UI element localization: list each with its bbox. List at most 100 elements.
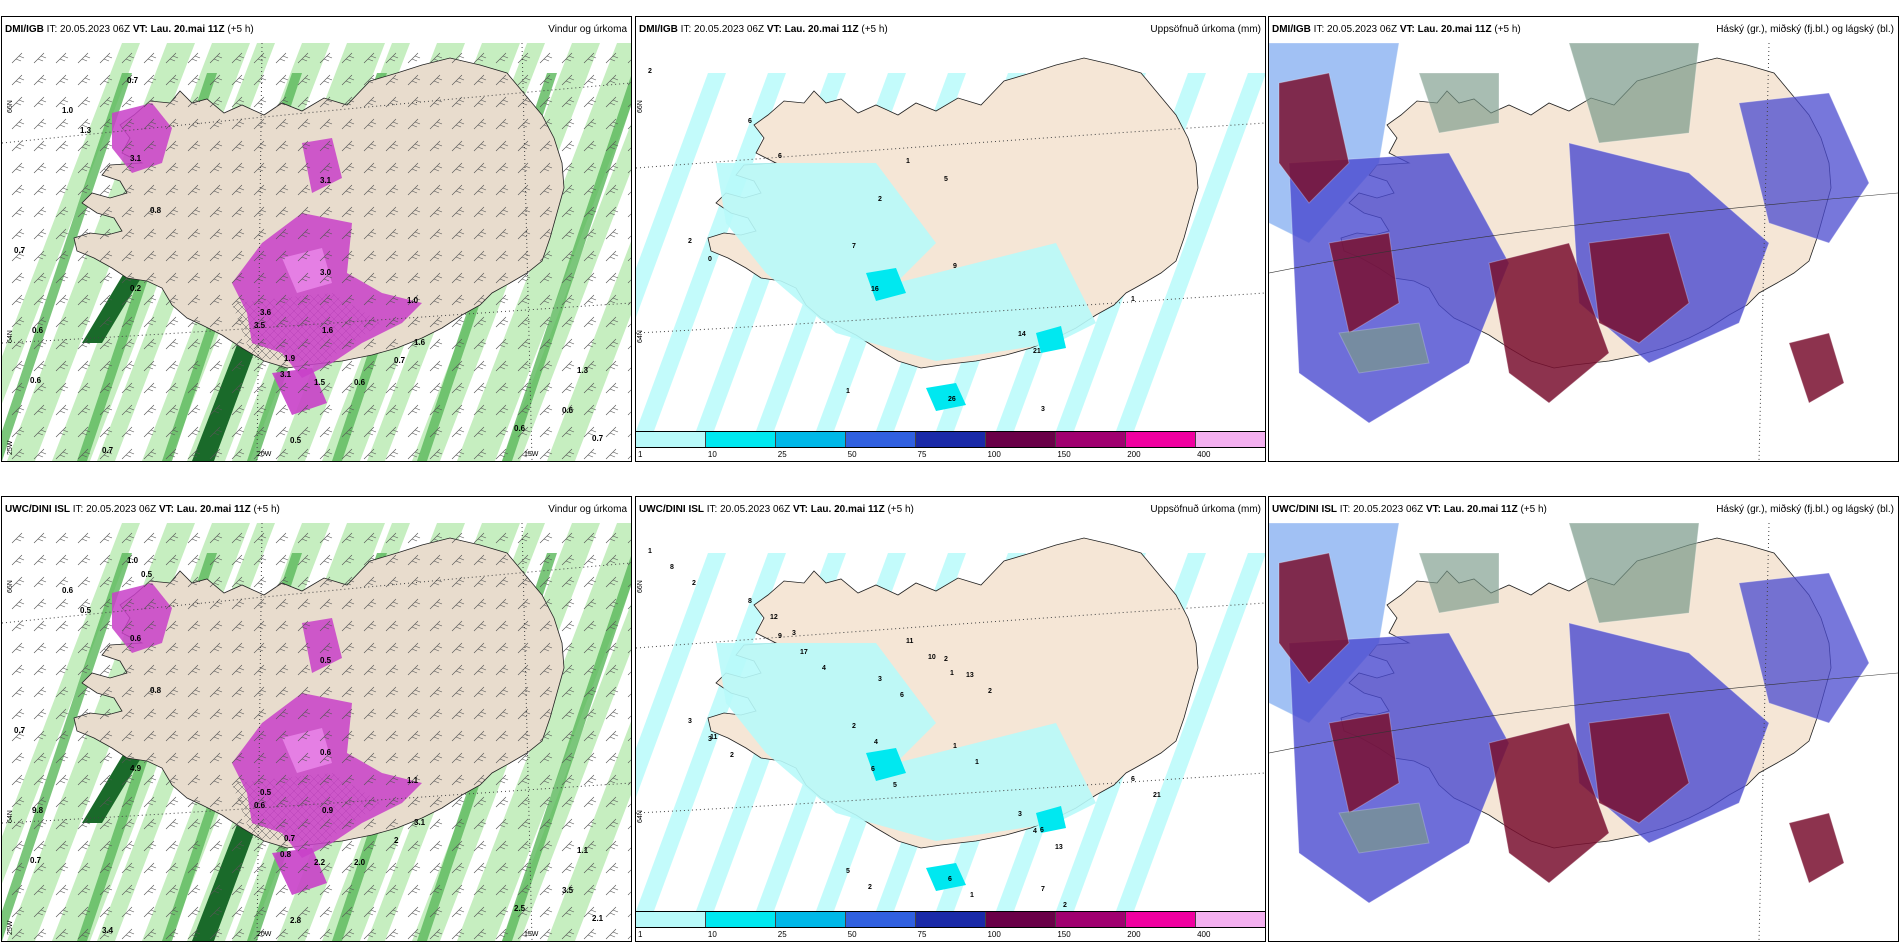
legend-label: 1 [638, 450, 643, 459]
contour-label: 3.6 [260, 308, 272, 317]
axis-label-lat2: 64N [637, 810, 644, 823]
legend-swatch [986, 432, 1056, 447]
legend-label: 50 [847, 450, 857, 459]
product-title: Vindur og úrkoma [548, 24, 627, 35]
map-area: 66N 64N 25W 20W 15W 1.0 0.6 0.5 0.6 0.5 0.8 0.7 0.6 0… [2, 523, 631, 941]
product-title: Vindur og úrkoma [548, 504, 627, 515]
legend-swatch [1196, 432, 1265, 447]
init-time: 20.05.2023 06Z [694, 24, 765, 35]
contour-label: 6 [778, 153, 782, 160]
product-title: Háský (gr.), miðský (fj.bl.) og lágský (… [1716, 504, 1894, 515]
contour-label: 1.1 [577, 846, 589, 855]
contour-label: 3.5 [254, 321, 266, 330]
map-area [1269, 43, 1898, 461]
contour-label: 0.7 [102, 446, 114, 455]
contour-label: 1 [970, 892, 974, 899]
product-title: Uppsöfnuð úrkoma (mm) [1150, 504, 1261, 515]
vt-label: VT: [1399, 24, 1415, 35]
lead-time: (+5 h) [1494, 24, 1521, 35]
run-info: DMI/IGB IT: 20.05.2023 06Z VT: Lau. 20.m… [1272, 17, 1521, 43]
contour-label: 6 [871, 766, 875, 773]
contour-label: 1.1 [407, 776, 419, 785]
model-name: DMI/IGB [5, 24, 44, 35]
axis-label-lat2: 64N [7, 810, 14, 823]
map-panel-wind: UWC/DINI ISL IT: 20.05.2023 06Z VT: Lau.… [1, 496, 632, 942]
axis-label-lon2: 15W [524, 451, 539, 458]
it-label: IT: [72, 504, 84, 515]
map-panel-precip: DMI/IGB IT: 20.05.2023 06Z VT: Lau. 20.m… [635, 16, 1266, 462]
legend-label: 200 [1127, 930, 1141, 939]
axis-label-lat2: 64N [637, 330, 644, 343]
contour-label: 0.7 [14, 726, 26, 735]
run-info: DMI/IGB IT: 20.05.2023 06Z VT: Lau. 20.m… [5, 17, 254, 43]
legend-swatch [916, 432, 986, 447]
contour-label: 0.6 [32, 326, 44, 335]
contour-label: 26 [948, 396, 956, 403]
product-title: Uppsöfnuð úrkoma (mm) [1150, 24, 1261, 35]
map-panel-cloud: DMI/IGB IT: 20.05.2023 06Z VT: Lau. 20.m… [1268, 16, 1899, 462]
contour-label: 7 [1041, 886, 1045, 893]
panel-header: UWC/DINI ISL IT: 20.05.2023 06Z VT: Lau.… [636, 497, 1265, 523]
contour-label: 0.7 [127, 76, 139, 85]
legend-swatch [776, 432, 846, 447]
legend-label: 10 [707, 450, 717, 459]
contour-label: 9 [778, 633, 782, 640]
legend-label: 150 [1057, 930, 1071, 939]
it-label: IT: [1313, 24, 1325, 35]
contour-label: 1 [950, 670, 954, 677]
contour-label: 0.6 [254, 801, 266, 810]
legend-swatch [636, 912, 706, 927]
axis-label-lat1: 66N [637, 100, 644, 113]
contour-label: 0.2 [130, 284, 142, 293]
legend-label: 25 [777, 450, 787, 459]
init-time: 20.05.2023 06Z [1353, 504, 1424, 515]
init-time: 20.05.2023 06Z [1327, 24, 1398, 35]
contour-label: 3 [1018, 811, 1022, 818]
legend-swatch [1056, 432, 1126, 447]
contour-label: 2.5 [514, 904, 526, 913]
contour-label: 0.7 [14, 246, 26, 255]
contour-label: 11 [710, 734, 718, 741]
contour-label: 3 [1041, 406, 1045, 413]
contour-label: 1 [648, 548, 652, 555]
legend-swatch [846, 912, 916, 927]
contour-label: 4 [822, 665, 826, 672]
lead-time: (+5 h) [253, 504, 280, 515]
contour-label: 2 [692, 580, 696, 587]
contour-label: 0.6 [354, 378, 366, 387]
contour-label: 6 [948, 876, 952, 883]
valid-time: Lau. 20.mai 11Z [810, 504, 885, 515]
legend-swatch [706, 432, 776, 447]
run-info: UWC/DINI ISL IT: 20.05.2023 06Z VT: Lau.… [1272, 497, 1547, 523]
contour-label: 3.4 [102, 926, 114, 935]
it-label: IT: [680, 24, 692, 35]
init-time: 20.05.2023 06Z [60, 24, 131, 35]
contour-label: 3 [792, 630, 796, 637]
legend-label: 25 [777, 930, 787, 939]
precip-legend: 1 10 25 50 75 100 150 200 400 [636, 431, 1265, 461]
contour-label: 4 [874, 739, 878, 746]
it-label: IT: [46, 24, 58, 35]
legend-label: 10 [707, 930, 717, 939]
axis-label-lon1: 20W [257, 931, 272, 938]
contour-label: 1.9 [284, 354, 296, 363]
contour-label: 3.1 [414, 818, 426, 827]
contour-label: 1 [1131, 296, 1135, 303]
lead-time: (+5 h) [887, 504, 914, 515]
contour-label: 9 [953, 263, 957, 270]
contour-label: 0.6 [562, 406, 574, 415]
contour-label: 0.8 [150, 686, 162, 695]
legend-label: 1 [638, 930, 643, 939]
contour-label: 0.7 [592, 434, 604, 443]
wind-map: 66N 64N 25W 20W 15W 0.7 1.0 1.3 3.1 3.1 0.8 0.7 3.0 3… [2, 43, 631, 461]
axis-label-lat1: 66N [637, 580, 644, 593]
contour-label: 1.0 [62, 106, 74, 115]
contour-label: 0.5 [260, 788, 272, 797]
lead-time: (+5 h) [227, 24, 254, 35]
legend-swatch [1126, 432, 1196, 447]
legend-swatch [916, 912, 986, 927]
init-time: 20.05.2023 06Z [86, 504, 157, 515]
valid-time: Lau. 20.mai 11Z [176, 504, 251, 515]
contour-label: 0.7 [30, 856, 42, 865]
contour-label: 3.1 [320, 176, 332, 185]
